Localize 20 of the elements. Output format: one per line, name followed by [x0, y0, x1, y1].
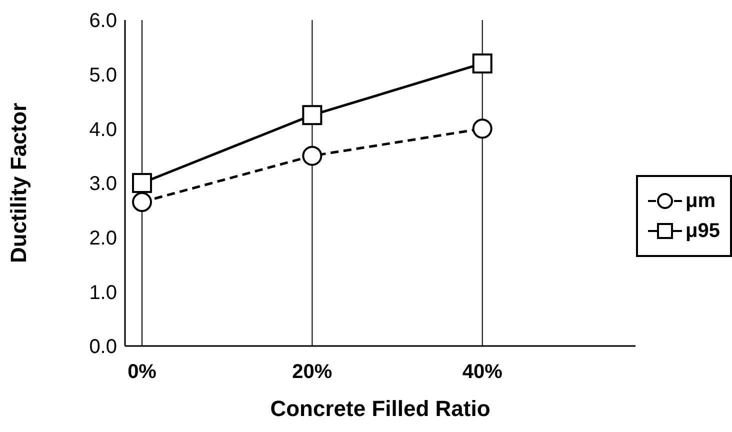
- x-tick-label: 20%: [292, 361, 332, 384]
- point: [472, 53, 492, 74]
- x-tick-label: 40%: [462, 361, 503, 384]
- y-tick-label: 3.0: [89, 173, 117, 196]
- point: [302, 105, 322, 126]
- point: [302, 146, 322, 166]
- point: [132, 192, 152, 212]
- y-axis-title: Ductility Factor: [6, 102, 31, 263]
- x-tick-label: 0%: [128, 361, 157, 384]
- y-tick-label: 4.0: [89, 118, 117, 141]
- legend-label: μ95: [686, 220, 720, 242]
- legend-label: μm: [686, 190, 716, 212]
- y-tick-label: 5.0: [89, 64, 117, 86]
- y-tick-label: 2.0: [89, 227, 117, 250]
- y-tick-label: 1.0: [89, 282, 117, 304]
- y-tick-label: 6.0: [89, 10, 117, 32]
- y-tick-label: 0.0: [89, 336, 117, 358]
- x-axis-title: Concrete Filled Ratio: [270, 396, 490, 421]
- point: [472, 118, 492, 139]
- point: [132, 173, 152, 193]
